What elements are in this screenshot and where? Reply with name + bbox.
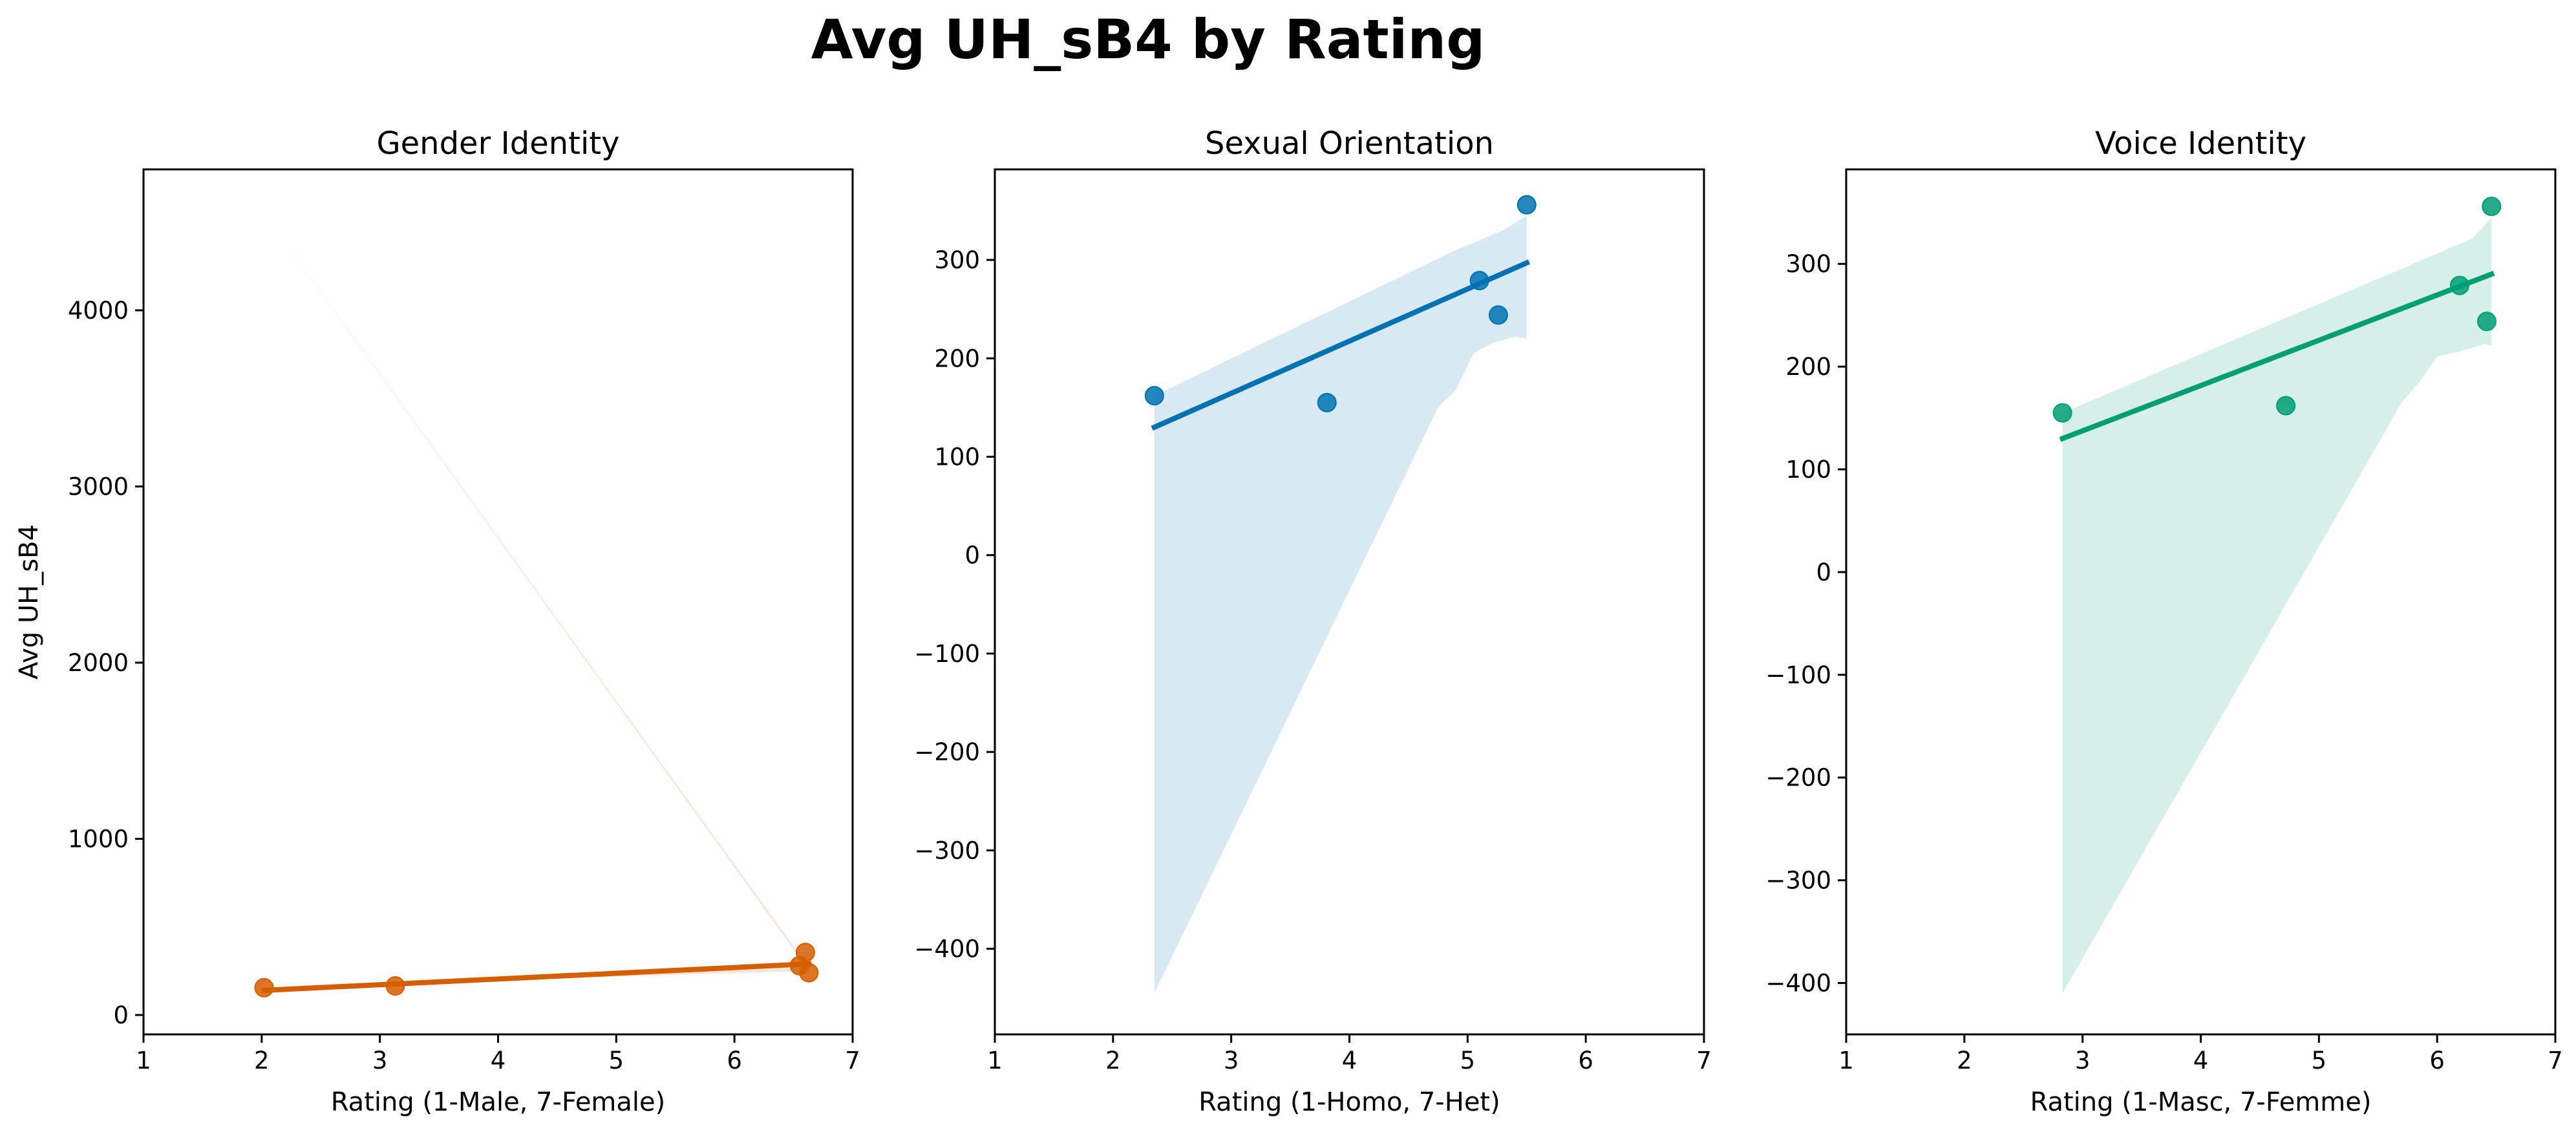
y-tick-label: 4000 [68,297,129,325]
data-point-4 [2476,312,2496,332]
x-tick-label: 1 [136,1047,151,1074]
y-axis-label: Avg UH_sB4 [14,524,44,679]
y-tick-label: 100 [1785,456,1831,484]
y-tick-label: 300 [1785,250,1831,278]
data-point-1 [1144,386,1164,406]
y-tick-label: 0 [964,542,980,570]
panel-2: 1 2 3 4 5 6 7 −400 −300 −200 −100 0 100 200 300 Sexual … [914,125,1711,1117]
y-tick-label: −300 [1765,867,1831,895]
x-tick-label: 3 [1224,1047,1239,1074]
data-point-5 [2482,197,2502,217]
y-tick-label: 300 [934,246,980,274]
y-tick-label: 200 [1785,353,1831,381]
data-point-5 [799,963,819,983]
x-tick-label: 3 [2075,1047,2091,1074]
x-tick-label: 2 [254,1047,270,1074]
data-point-1 [254,977,274,998]
y-tick-label: −400 [914,935,980,963]
y-tick-label: 1000 [68,826,129,853]
x-tick-label: 4 [2193,1047,2209,1074]
confidence-band [2062,217,2492,994]
regression-line [2059,270,2495,442]
data-point-5 [1517,195,1537,215]
y-tick-label: −300 [914,837,980,864]
x-axis-label: Rating (1-Homo, 7-Het) [1198,1087,1500,1117]
y-tick-label: −100 [914,640,980,668]
panel-3: 1 2 3 4 5 6 7 −400 −300 −200 −100 0 100 200 300 Voice I… [1765,125,2562,1117]
data-point-2 [1317,392,1337,412]
x-tick-label: 7 [2548,1047,2563,1074]
x-tick-label: 2 [1957,1047,1972,1074]
panel-title: Gender Identity [376,125,619,162]
y-tick-label: 100 [934,443,980,471]
data-point-2 [2276,396,2296,416]
y-tick-label: 200 [934,345,980,372]
data-point-3 [1469,271,1489,291]
data-point-4 [1488,305,1508,325]
x-tick-label: 3 [372,1047,388,1074]
data-point-3 [2449,275,2469,295]
x-axis-label: Rating (1-Male, 7-Female) [331,1087,665,1117]
y-tick-label: 0 [1816,559,1831,586]
y-tick-label: 2000 [68,649,129,677]
data-point-4 [795,943,815,963]
y-tick-label: 3000 [68,473,129,501]
x-tick-label: 5 [609,1047,624,1074]
y-tick-label: −200 [1765,764,1831,792]
x-tick-label: 4 [491,1047,506,1074]
x-tick-label: 6 [1578,1047,1593,1074]
x-tick-label: 4 [1342,1047,1357,1074]
y-tick-label: −200 [914,738,980,766]
x-tick-label: 7 [845,1047,860,1074]
panel-1: 1 2 3 4 5 6 7 0 1000 2000 3000 4000 Gender Identity R… [14,125,860,1117]
x-axis-label: Rating (1-Masc, 7-Femme) [2030,1087,2372,1117]
regression-line [261,961,812,994]
x-tick-label: 6 [727,1047,742,1074]
x-tick-label: 7 [1696,1047,1712,1074]
regression-line [1151,259,1531,431]
y-tick-label: 0 [113,1001,129,1029]
x-tick-label: 1 [1838,1047,1854,1074]
x-tick-label: 1 [987,1047,1003,1074]
confidence-band [1154,215,1527,994]
x-tick-label: 6 [2429,1047,2445,1074]
figure-title: Avg UH_sB4 by Rating [811,8,1485,71]
y-tick-label: −400 [1765,970,1831,998]
panel-title: Sexual Orientation [1205,125,1494,162]
x-tick-label: 5 [2312,1047,2327,1074]
data-point-1 [2052,403,2072,423]
data-point-2 [385,976,405,996]
x-tick-label: 5 [1460,1047,1476,1074]
y-tick-label: −100 [1765,661,1831,689]
x-tick-label: 2 [1105,1047,1121,1074]
panel-title: Voice Identity [2095,125,2306,162]
